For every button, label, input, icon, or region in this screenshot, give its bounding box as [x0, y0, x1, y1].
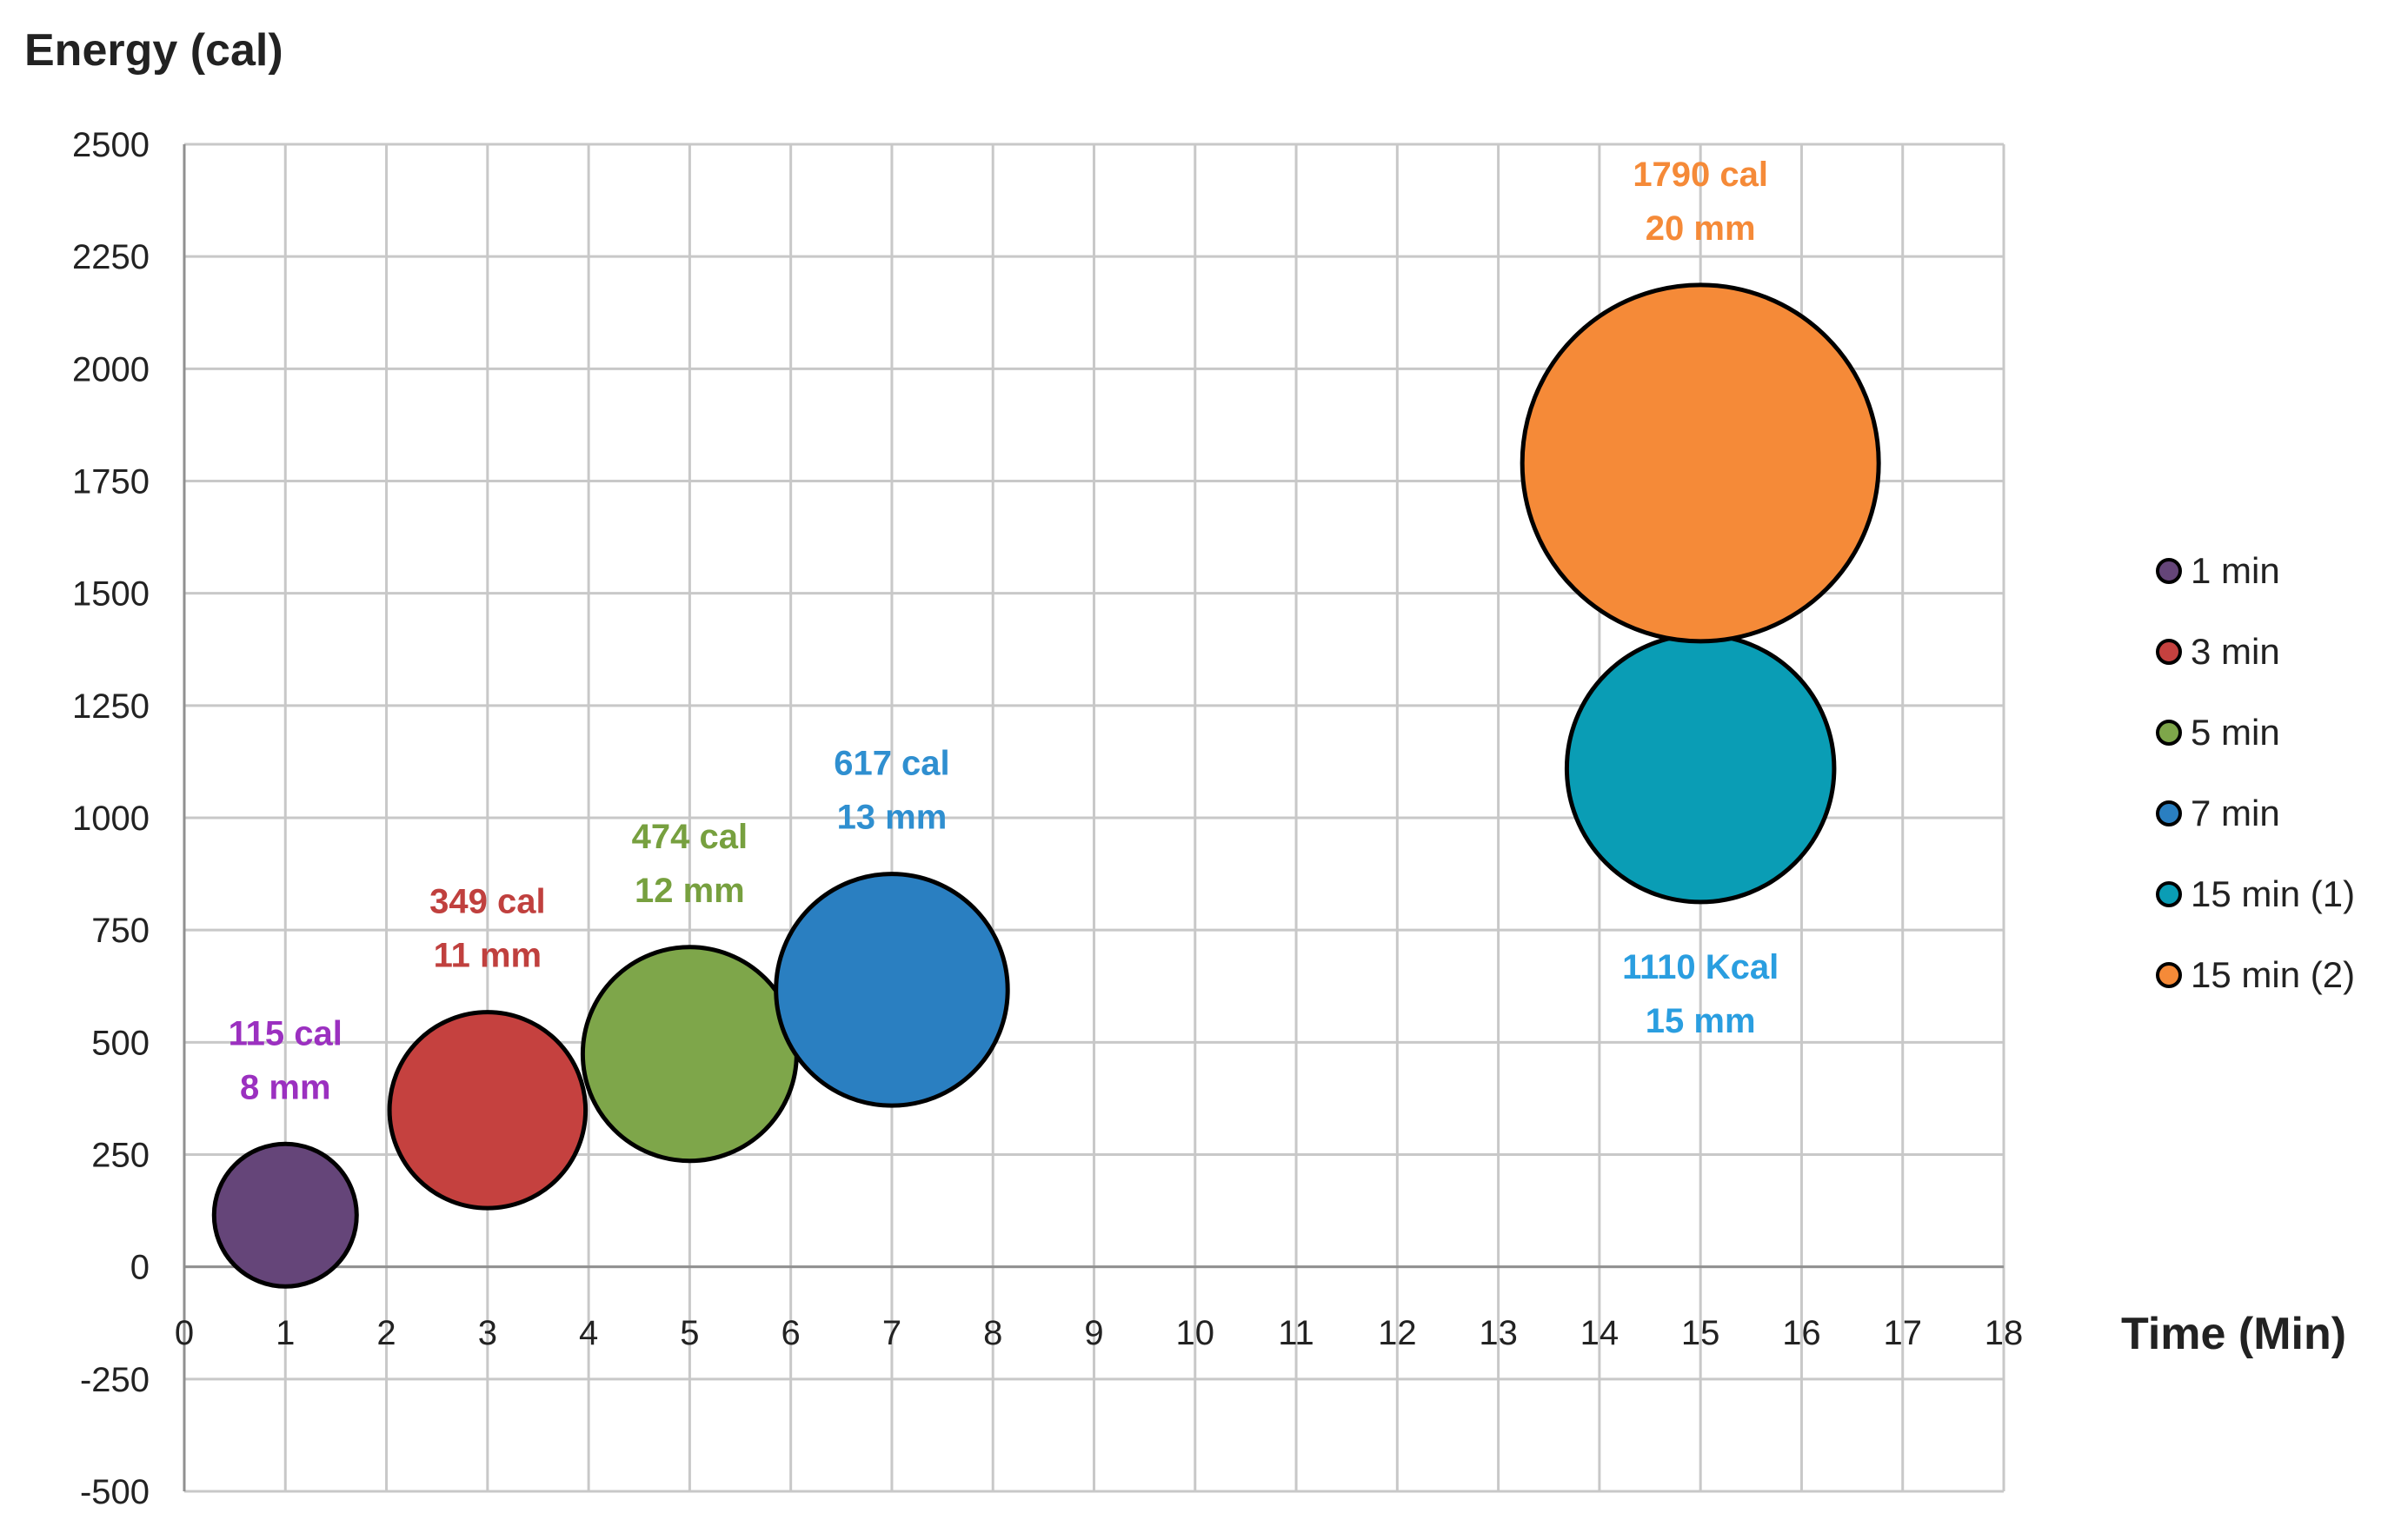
legend-swatch	[2156, 719, 2182, 746]
y-tick-label: 500	[91, 1024, 150, 1062]
data-label: 8 mm	[240, 1068, 331, 1106]
data-label: 13 mm	[837, 799, 948, 837]
y-tick-label: 250	[91, 1137, 150, 1175]
x-tick-label: 3	[478, 1314, 497, 1352]
bubble	[580, 945, 799, 1164]
y-tick-label: 1750	[72, 463, 150, 501]
data-label: 15 mm	[1646, 1002, 1756, 1040]
legend-item: 3 min	[2156, 611, 2355, 692]
legend-label: 15 min (2)	[2191, 953, 2356, 995]
legend-label: 5 min	[2191, 711, 2280, 753]
legend-item: 7 min	[2156, 773, 2355, 853]
x-tick-label: 14	[1580, 1314, 1620, 1352]
legend: 1 min 3 min 5 min 7 min 15 min (1) 15 min (2)	[2156, 530, 2355, 1015]
x-tick-label: 0	[175, 1314, 194, 1352]
x-tick-label: 18	[1985, 1314, 2024, 1352]
bubble	[1520, 282, 1881, 644]
x-tick-label: 12	[1378, 1314, 1417, 1352]
legend-swatch	[2156, 557, 2182, 584]
y-tick-label: 2500	[72, 126, 150, 164]
data-label: 20 mm	[1646, 209, 1756, 248]
y-tick-label: 2250	[72, 238, 150, 276]
y-tick-label: 1500	[72, 575, 150, 614]
data-label: 12 mm	[635, 872, 745, 910]
data-label: 1110 Kcal	[1622, 948, 1779, 986]
legend-item: 5 min	[2156, 692, 2355, 773]
x-tick-label: 9	[1084, 1314, 1103, 1352]
y-tick-label: 2000	[72, 350, 150, 388]
legend-label: 15 min (1)	[2191, 873, 2356, 914]
x-tick-label: 4	[579, 1314, 598, 1352]
data-label: 1790 cal	[1633, 156, 1768, 194]
x-tick-label: 6	[781, 1314, 801, 1352]
legend-label: 3 min	[2191, 630, 2280, 672]
x-tick-label: 5	[680, 1314, 699, 1352]
x-tick-label: 1	[276, 1314, 295, 1352]
bubble	[211, 1141, 359, 1289]
legend-swatch	[2156, 638, 2182, 665]
x-tick-label: 10	[1176, 1314, 1215, 1352]
x-tick-label: 15	[1681, 1314, 1720, 1352]
legend-swatch	[2156, 880, 2182, 907]
legend-label: 1 min	[2191, 549, 2280, 591]
bubble	[774, 872, 1010, 1108]
data-label: 349 cal	[429, 883, 545, 921]
y-tick-label: -250	[80, 1361, 150, 1399]
legend-swatch	[2156, 961, 2182, 988]
x-tick-label: 8	[983, 1314, 1002, 1352]
y-tick-label: 750	[91, 912, 150, 950]
bubble	[387, 1010, 589, 1211]
legend-item: 15 min (2)	[2156, 934, 2355, 1015]
x-axis-title: Time (Min)	[2121, 1309, 2347, 1359]
data-label: 617 cal	[834, 745, 949, 783]
y-tick-label: 1000	[72, 800, 150, 838]
y-tick-label: 0	[130, 1249, 150, 1287]
legend-swatch	[2156, 800, 2182, 826]
y-tick-label: -500	[80, 1473, 150, 1511]
legend-label: 7 min	[2191, 792, 2280, 833]
x-tick-label: 2	[376, 1314, 396, 1352]
legend-item: 15 min (1)	[2156, 853, 2355, 934]
data-label: 115 cal	[229, 1014, 343, 1052]
data-label: 474 cal	[632, 818, 748, 856]
y-axis-title: Energy (cal)	[24, 25, 283, 76]
x-tick-label: 13	[1479, 1314, 1518, 1352]
y-tick-label: 1250	[72, 687, 150, 726]
legend-item: 1 min	[2156, 530, 2355, 611]
x-tick-label: 11	[1278, 1314, 1314, 1352]
bubble	[1564, 632, 1837, 905]
x-tick-label: 16	[1782, 1314, 1821, 1352]
x-tick-label: 17	[1883, 1314, 1922, 1352]
data-label: 11 mm	[434, 937, 542, 975]
x-tick-label: 7	[882, 1314, 901, 1352]
